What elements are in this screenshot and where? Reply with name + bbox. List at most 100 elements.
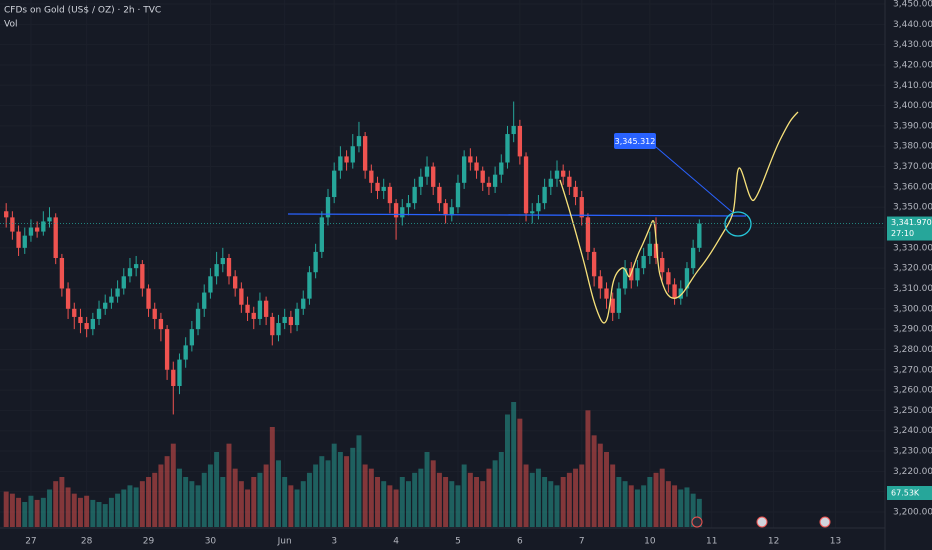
candle-body xyxy=(28,227,34,236)
candle-body xyxy=(59,258,65,289)
volume-bar xyxy=(127,485,133,527)
volume-bar xyxy=(90,499,96,527)
trend-line xyxy=(287,213,747,217)
candle-body xyxy=(53,217,58,258)
candle-body xyxy=(214,264,219,277)
volume-bar xyxy=(133,487,139,527)
x-tick-label: 11 xyxy=(706,537,717,547)
candle-body xyxy=(684,268,690,289)
candle-body xyxy=(362,136,368,171)
volume-bar xyxy=(96,502,102,527)
x-tick-label: 12 xyxy=(768,537,779,547)
y-tick-label: 3,220.000 xyxy=(893,467,932,477)
candle-body xyxy=(418,176,424,187)
candle-body xyxy=(499,162,504,175)
x-tick-label: 28 xyxy=(81,537,93,547)
volume-bar xyxy=(579,464,585,527)
volume-bar xyxy=(647,477,653,527)
volume-bar xyxy=(47,489,52,527)
candle-body xyxy=(245,304,250,313)
volume-bar xyxy=(158,464,164,527)
y-tick-label: 3,410.000 xyxy=(893,81,932,91)
candle-body xyxy=(387,186,393,204)
event-icon[interactable] xyxy=(819,516,831,528)
candle-body xyxy=(542,186,547,204)
volume-bar xyxy=(201,472,207,527)
candle-body xyxy=(536,203,541,212)
candle-body xyxy=(561,170,566,177)
volume-bar xyxy=(505,414,510,527)
candle-body xyxy=(486,182,492,187)
candle-body xyxy=(146,288,151,309)
volume-bar xyxy=(177,468,182,527)
volume-bar xyxy=(195,485,201,527)
x-tick-label: 27 xyxy=(25,537,36,547)
candle-body xyxy=(443,203,448,216)
candle-body xyxy=(195,308,201,330)
candle-body xyxy=(115,288,120,297)
x-tick-label: 7 xyxy=(579,537,585,547)
candle-body xyxy=(313,251,318,273)
volume-bar xyxy=(226,443,232,527)
y-tick-label: 3,330.000 xyxy=(893,243,932,253)
candle-body xyxy=(604,288,609,299)
candle-body xyxy=(406,203,411,208)
volume-bar xyxy=(690,493,696,527)
volume-bar xyxy=(535,468,541,527)
volume-bar xyxy=(628,485,634,527)
volume-bar xyxy=(65,487,71,527)
time-axis: 27 28 29 30 Jun 3 4 5 6 7 10 11 12 13 xyxy=(25,537,841,547)
candle-body xyxy=(133,264,139,269)
candle-body xyxy=(468,156,473,163)
candle-body xyxy=(22,235,27,248)
candle-body xyxy=(344,156,349,163)
volume-bar xyxy=(121,489,127,527)
candle-body xyxy=(208,276,213,293)
volume-bar xyxy=(418,468,424,527)
volume-bar xyxy=(368,468,374,527)
candle-body xyxy=(16,231,21,248)
event-icon[interactable] xyxy=(756,516,768,528)
y-tick-label: 3,230.000 xyxy=(893,447,932,457)
volume-bar xyxy=(263,464,269,527)
candle-body xyxy=(616,288,622,313)
volume-bar xyxy=(77,497,83,527)
volume-label-box xyxy=(887,486,932,500)
candle-body xyxy=(431,166,436,187)
y-tick-label: 3,360.000 xyxy=(893,182,932,192)
volume-bar xyxy=(362,464,368,527)
y-tick-label: 3,440.000 xyxy=(893,20,932,30)
volume-bar xyxy=(622,481,628,527)
candle-body xyxy=(492,174,498,187)
callout-line xyxy=(655,146,733,213)
volume-bar xyxy=(486,468,492,527)
volume-bar xyxy=(616,477,622,527)
event-icon[interactable] xyxy=(691,516,703,528)
volume-bar xyxy=(325,460,331,527)
candle-body xyxy=(591,251,597,277)
volume-label: 67.53K xyxy=(891,489,920,498)
y-tick-label: 3,390.000 xyxy=(893,121,932,131)
candle-body xyxy=(598,276,603,289)
volume-bar xyxy=(393,489,399,527)
volume-bar xyxy=(696,498,702,527)
volume-bar xyxy=(480,481,486,527)
volume-bar xyxy=(641,485,647,527)
highlight-circle xyxy=(724,211,752,237)
candle-body xyxy=(233,276,238,289)
countdown-label: 27:10 xyxy=(891,229,914,238)
volume-bar xyxy=(455,485,461,527)
y-tick-label: 3,290.000 xyxy=(893,325,932,335)
volume-bar xyxy=(331,443,337,527)
candle-body xyxy=(672,284,677,299)
volume-bar xyxy=(344,456,350,527)
candle-body xyxy=(164,329,170,370)
candle-body xyxy=(276,323,281,336)
y-tick-label: 3,300.000 xyxy=(893,304,932,314)
x-tick-label: 5 xyxy=(455,537,461,547)
volume-bar xyxy=(71,493,77,527)
volume-bar xyxy=(430,460,436,527)
last-price-box xyxy=(887,216,932,241)
x-tick-label: 13 xyxy=(830,537,841,547)
